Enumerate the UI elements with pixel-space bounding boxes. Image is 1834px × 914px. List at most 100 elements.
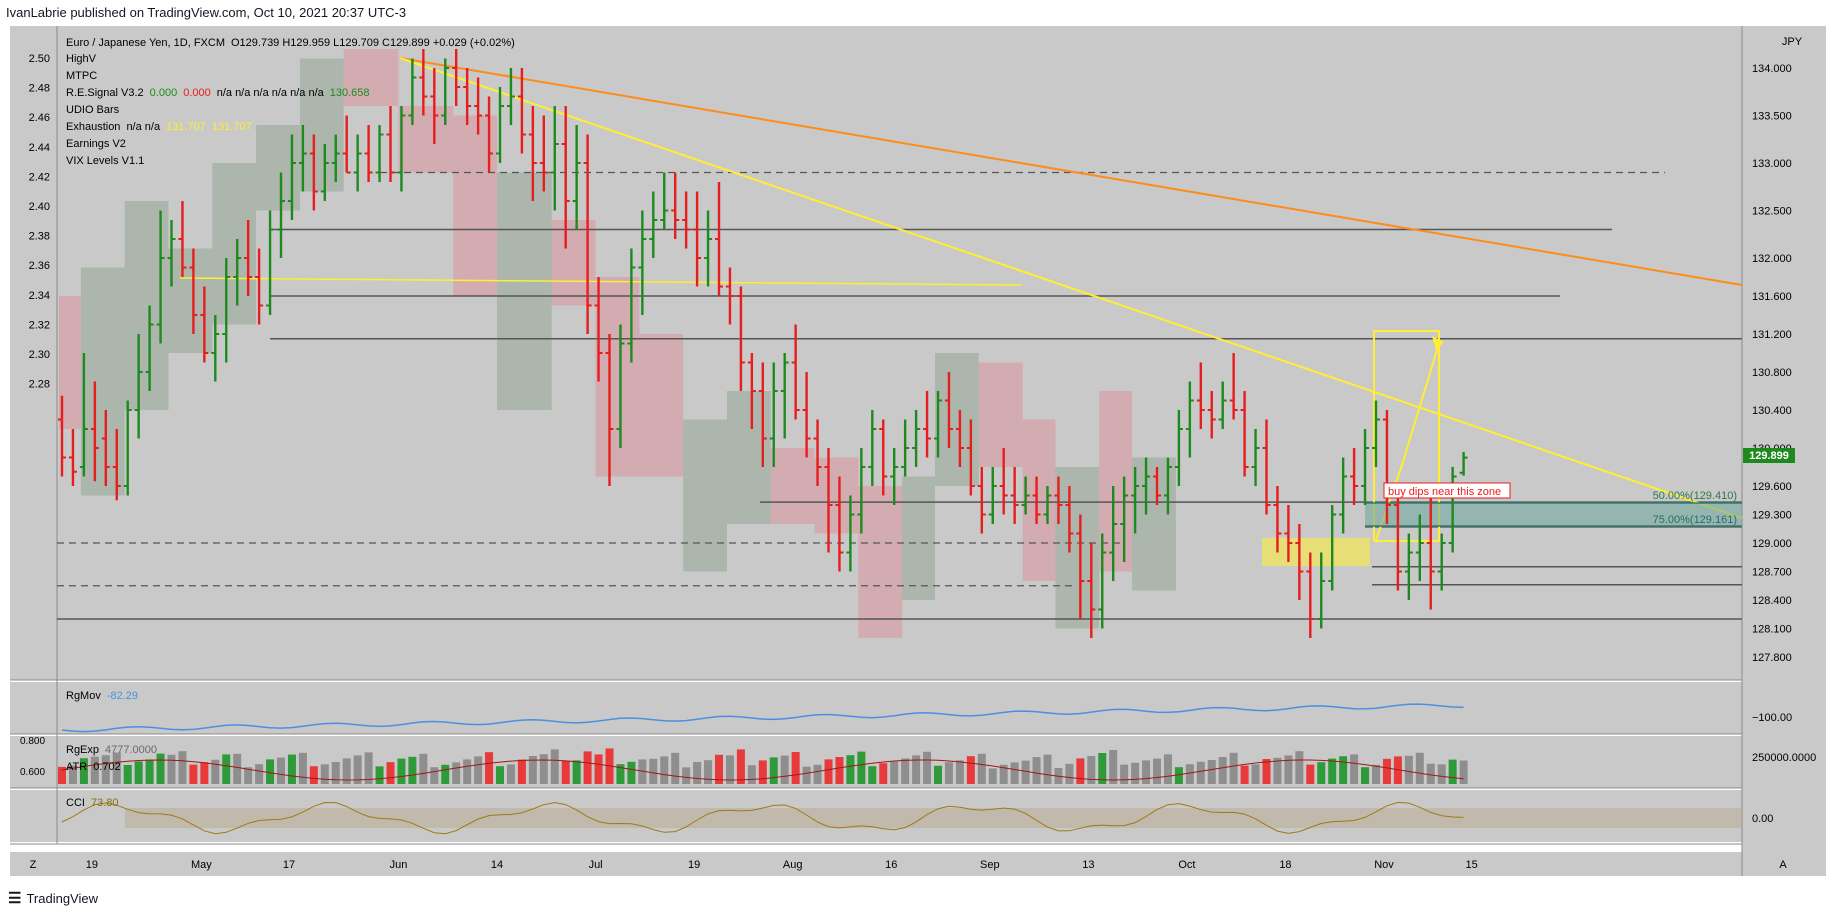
price-bar[interactable] bbox=[79, 353, 88, 477]
price-bar[interactable] bbox=[1196, 362, 1205, 430]
price-bar[interactable] bbox=[1306, 552, 1315, 639]
price-bar[interactable] bbox=[802, 372, 811, 458]
price-bar[interactable] bbox=[200, 286, 209, 363]
price-bar[interactable] bbox=[693, 191, 702, 287]
price-bar[interactable] bbox=[747, 353, 756, 429]
price-bar[interactable] bbox=[167, 220, 176, 287]
price-bar[interactable] bbox=[1120, 476, 1129, 563]
price-bar[interactable] bbox=[857, 448, 866, 534]
price-bar[interactable] bbox=[1087, 543, 1096, 638]
target-box[interactable] bbox=[1373, 330, 1440, 542]
price-bar[interactable] bbox=[1328, 505, 1337, 591]
yellow-trendline[interactable] bbox=[399, 57, 1743, 519]
price-bar[interactable] bbox=[1339, 457, 1348, 534]
price-bar[interactable] bbox=[736, 286, 745, 392]
price-bar[interactable] bbox=[944, 372, 953, 448]
price-bar[interactable] bbox=[112, 429, 121, 501]
price-bar[interactable] bbox=[1426, 495, 1435, 610]
price-bar[interactable] bbox=[1043, 486, 1052, 524]
price-bar[interactable] bbox=[528, 106, 537, 201]
price-bar[interactable] bbox=[572, 125, 581, 230]
yellow-level-line[interactable] bbox=[179, 277, 1023, 286]
price-bar[interactable] bbox=[189, 248, 198, 335]
price-bar[interactable] bbox=[309, 134, 318, 211]
price-bar[interactable] bbox=[1459, 451, 1468, 476]
price-bar[interactable] bbox=[977, 467, 986, 534]
price-bar[interactable] bbox=[1415, 514, 1424, 582]
price-bar[interactable] bbox=[123, 400, 132, 496]
price-bar[interactable] bbox=[485, 96, 494, 173]
price-bar[interactable] bbox=[791, 324, 800, 420]
price-bar[interactable] bbox=[725, 267, 734, 325]
price-bar[interactable] bbox=[298, 125, 307, 192]
price-bars[interactable] bbox=[58, 49, 1468, 638]
price-bar[interactable] bbox=[769, 362, 778, 468]
price-bar[interactable] bbox=[638, 210, 647, 316]
price-bar[interactable] bbox=[890, 448, 899, 505]
price-bar[interactable] bbox=[375, 125, 384, 182]
price-bar[interactable] bbox=[277, 172, 285, 259]
price-bar[interactable] bbox=[780, 353, 789, 439]
price-bar[interactable] bbox=[824, 448, 833, 553]
price-bar[interactable] bbox=[517, 68, 526, 154]
price-bar[interactable] bbox=[1350, 448, 1359, 505]
price-bar[interactable] bbox=[846, 495, 855, 572]
price-bar[interactable] bbox=[1240, 391, 1249, 477]
price-bar[interactable] bbox=[1404, 533, 1413, 601]
price-bar[interactable] bbox=[1361, 429, 1370, 505]
price-bar[interactable] bbox=[145, 305, 154, 392]
price-bar[interactable] bbox=[1142, 457, 1151, 515]
price-bar[interactable] bbox=[1163, 457, 1172, 515]
price-bar[interactable] bbox=[671, 172, 680, 240]
price-bar[interactable] bbox=[583, 134, 592, 335]
price-bar[interactable] bbox=[1251, 429, 1260, 486]
price-bar[interactable] bbox=[955, 410, 964, 467]
price-bar[interactable] bbox=[134, 334, 143, 439]
price-bar[interactable] bbox=[68, 429, 77, 486]
price-bar[interactable] bbox=[320, 144, 329, 201]
price-bar[interactable] bbox=[660, 172, 669, 230]
price-bar[interactable] bbox=[879, 419, 888, 496]
price-bar[interactable] bbox=[1010, 467, 1019, 524]
orange-trendline[interactable] bbox=[399, 57, 1743, 286]
price-bar[interactable] bbox=[649, 191, 658, 259]
price-bar[interactable] bbox=[1372, 400, 1380, 468]
price-bar[interactable] bbox=[419, 49, 428, 116]
price-bar[interactable] bbox=[539, 115, 548, 192]
price-bar[interactable] bbox=[1284, 505, 1293, 562]
price-bar[interactable] bbox=[1185, 381, 1194, 458]
price-bar[interactable] bbox=[364, 125, 373, 182]
price-bar[interactable] bbox=[266, 210, 275, 316]
price-bar[interactable] bbox=[353, 134, 362, 192]
price-bar[interactable] bbox=[1131, 467, 1140, 534]
price-bar[interactable] bbox=[1054, 476, 1063, 525]
price-bar[interactable] bbox=[966, 419, 975, 496]
price-bar[interactable] bbox=[90, 381, 99, 482]
price-bar[interactable] bbox=[561, 106, 570, 249]
price-bar[interactable] bbox=[758, 362, 767, 468]
price-bar[interactable] bbox=[605, 334, 614, 486]
price-bar[interactable] bbox=[704, 210, 713, 287]
price-bar[interactable] bbox=[211, 315, 220, 382]
price-bar[interactable] bbox=[397, 106, 406, 192]
price-bar[interactable] bbox=[463, 68, 472, 125]
price-bar[interactable] bbox=[912, 410, 921, 467]
auto-scale-button[interactable]: A bbox=[1779, 859, 1787, 871]
price-bar[interactable] bbox=[868, 410, 877, 486]
price-bar[interactable] bbox=[244, 220, 253, 296]
price-bar[interactable] bbox=[430, 68, 439, 144]
price-bar[interactable] bbox=[233, 239, 242, 306]
price-bar[interactable] bbox=[1448, 467, 1457, 553]
price-bar[interactable] bbox=[1273, 486, 1282, 553]
price-bar[interactable] bbox=[1218, 381, 1227, 430]
price-bar[interactable] bbox=[550, 106, 559, 211]
price-bar[interactable] bbox=[1021, 476, 1030, 515]
price-bar[interactable] bbox=[813, 419, 822, 487]
price-bar[interactable] bbox=[452, 49, 461, 106]
price-bar[interactable] bbox=[222, 258, 231, 363]
price-bar[interactable] bbox=[1382, 410, 1391, 524]
price-bar[interactable] bbox=[408, 58, 417, 126]
price-bar[interactable] bbox=[594, 277, 603, 382]
price-bar[interactable] bbox=[1098, 533, 1107, 629]
